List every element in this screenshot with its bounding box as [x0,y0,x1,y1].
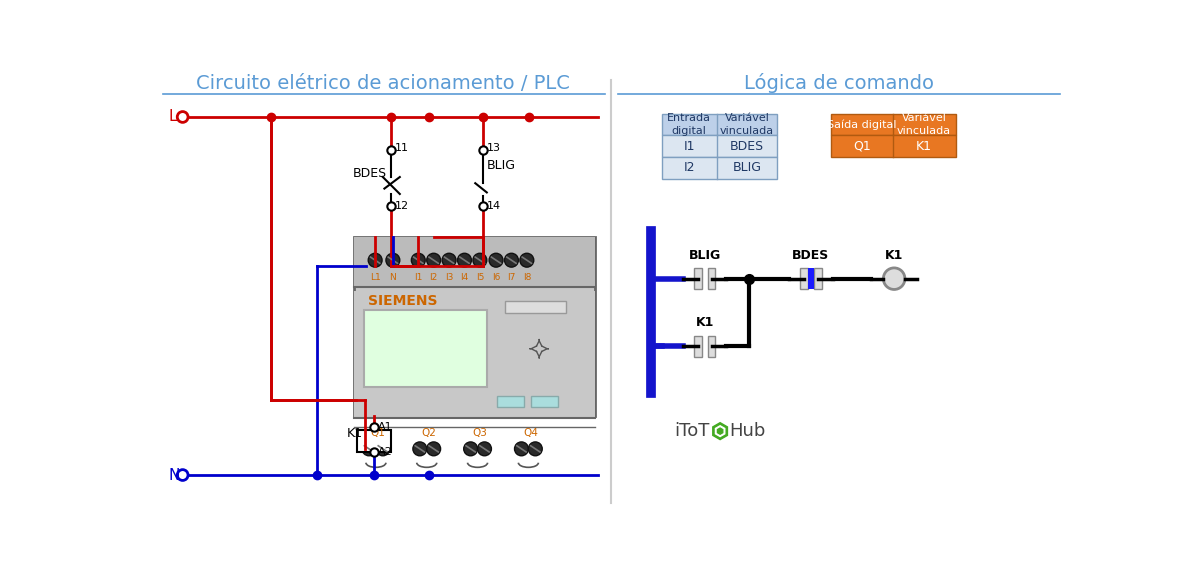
Circle shape [368,253,382,267]
Text: BDES: BDES [730,140,765,153]
Text: Q3: Q3 [473,429,487,439]
Text: K1: K1 [916,140,933,153]
Bar [531,396,559,407]
Bar [707,336,716,357]
Bar [355,291,594,418]
Circle shape [411,253,425,267]
Circle shape [457,253,472,267]
Text: Saída digital: Saída digital [827,119,897,130]
Text: I5: I5 [475,273,484,282]
Text: BDES: BDES [353,167,387,179]
Text: I4: I4 [461,273,468,282]
Circle shape [478,442,492,456]
Text: Q4: Q4 [523,429,538,439]
Circle shape [473,253,487,267]
Text: K1: K1 [347,427,363,440]
Text: Lógica de comando: Lógica de comando [744,73,935,93]
Text: I2: I2 [430,273,438,282]
Text: L: L [169,110,177,125]
Text: L1: L1 [369,273,381,282]
Circle shape [884,268,905,290]
Text: I7: I7 [507,273,516,282]
Text: iToT: iToT [675,422,710,440]
Bar [661,136,777,157]
Polygon shape [717,428,723,434]
Bar [815,268,822,290]
Circle shape [490,253,503,267]
Bar [694,336,701,357]
Text: I2: I2 [684,162,696,174]
Bar [505,301,566,313]
Circle shape [505,253,518,267]
Text: 13: 13 [487,143,500,153]
Bar [661,114,777,136]
Text: Q1: Q1 [853,140,871,153]
Text: I1: I1 [414,273,423,282]
Text: N: N [389,273,397,282]
Text: I6: I6 [492,273,500,282]
Bar [831,114,955,136]
Text: I1: I1 [684,140,696,153]
Circle shape [386,253,400,267]
Text: I3: I3 [445,273,454,282]
Text: BLIG: BLIG [487,159,516,172]
Bar [807,268,815,290]
Circle shape [520,253,534,267]
Text: K1: K1 [885,249,903,262]
Text: 12: 12 [394,201,409,211]
Text: Variável
vinculada: Variável vinculada [721,114,774,136]
Text: Q1: Q1 [370,429,386,439]
Bar [357,430,392,452]
Circle shape [376,442,389,456]
Bar [661,157,777,178]
Text: Circuito elétrico de acionamento / PLC: Circuito elétrico de acionamento / PLC [195,74,569,92]
Bar [363,310,487,387]
Text: BLIG: BLIG [688,249,721,262]
Polygon shape [716,426,725,437]
Circle shape [515,442,529,456]
Text: A2: A2 [379,447,393,457]
Text: 14: 14 [487,201,501,211]
Text: Hub: Hub [729,422,766,440]
Text: SIEMENS: SIEMENS [368,294,438,308]
Text: BLIG: BLIG [732,162,761,174]
Bar [800,268,807,290]
Bar [707,268,716,290]
Bar [355,237,594,416]
Polygon shape [712,423,728,440]
Text: A1: A1 [379,422,393,432]
Text: 11: 11 [394,143,409,153]
Bar [497,396,524,407]
Bar [355,237,594,287]
Circle shape [426,442,441,456]
Circle shape [442,253,456,267]
Circle shape [463,442,478,456]
Text: Q2: Q2 [422,429,436,439]
Text: BDES: BDES [792,249,830,262]
Circle shape [362,442,376,456]
Circle shape [529,442,542,456]
Text: Entrada
digital: Entrada digital [667,114,711,136]
Text: K1: K1 [696,317,713,329]
Text: Variável
vinculada: Variável vinculada [897,114,952,136]
Bar [831,136,955,157]
Text: I8: I8 [523,273,531,282]
Text: N: N [169,467,180,482]
Circle shape [413,442,426,456]
Bar [694,268,701,290]
Circle shape [426,253,441,267]
